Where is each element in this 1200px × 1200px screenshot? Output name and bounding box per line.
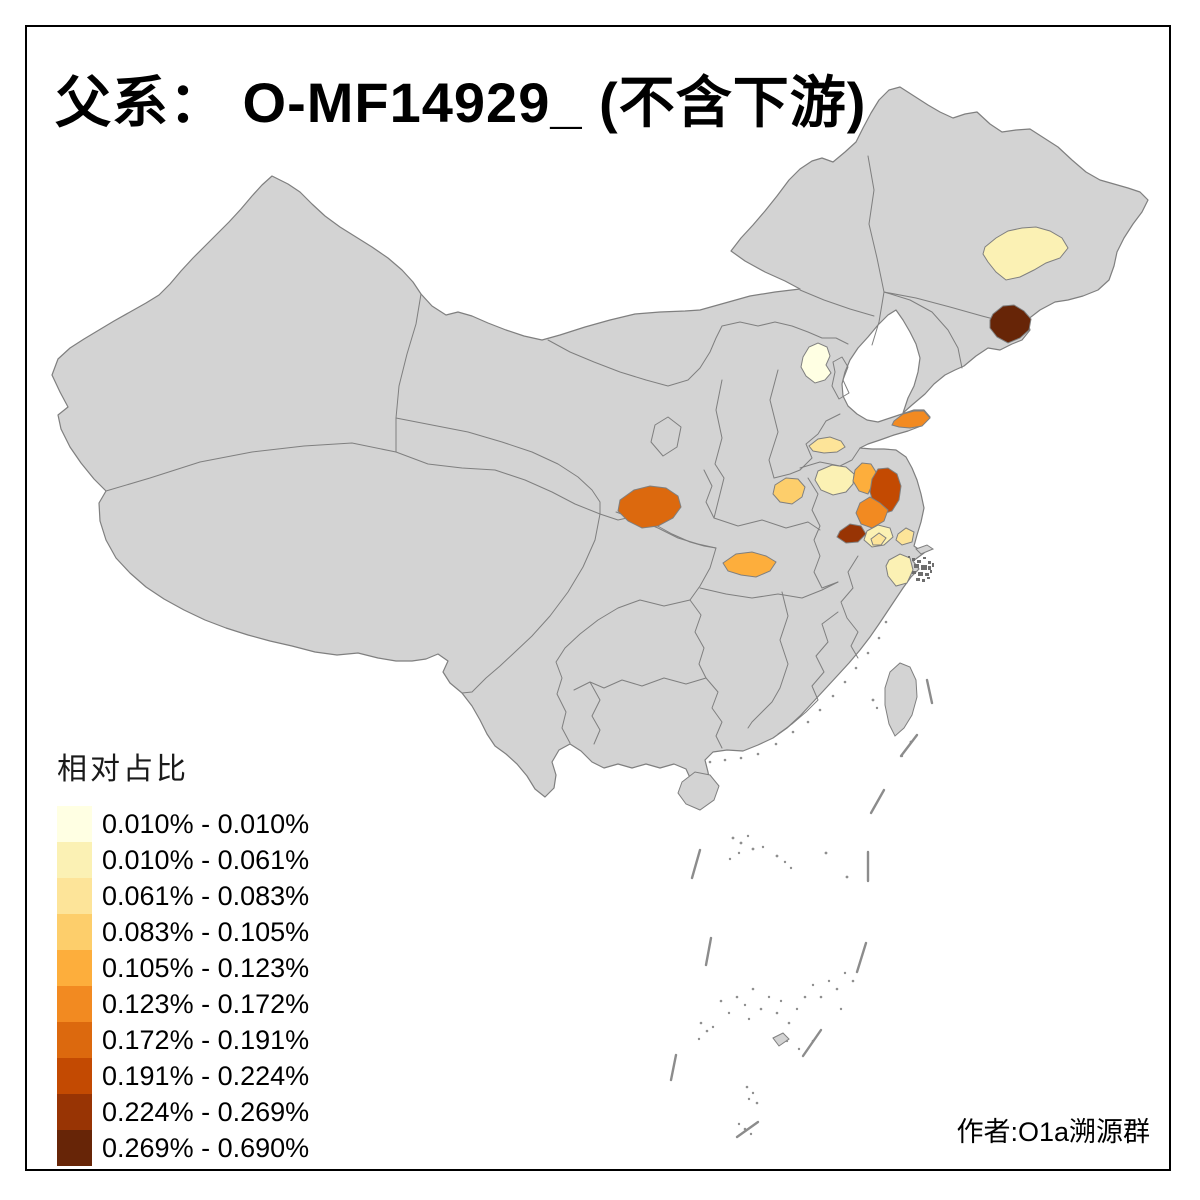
attribution-text: 作者:O1a溯源群 — [956, 1117, 1150, 1147]
zhoushan-archipelago — [908, 556, 934, 582]
legend-row: 0.010% - 0.061% — [57, 842, 309, 878]
legend-swatch-8 — [57, 1058, 92, 1094]
china-mainland-shape — [51, 86, 1149, 806]
legend-title: 相对占比 — [57, 753, 189, 786]
region-south-shaanxi — [617, 485, 682, 529]
legend-swatch-5 — [57, 950, 92, 986]
province-borders — [105, 155, 1029, 749]
legend-row: 0.172% - 0.191% — [57, 1022, 309, 1058]
legend-row: 0.061% - 0.083% — [57, 878, 309, 914]
legend-swatch-6 — [57, 986, 92, 1022]
taiwan-island — [884, 662, 918, 737]
region-southwest-shandong — [814, 464, 855, 496]
legend-label: 0.061% - 0.083% — [102, 880, 310, 911]
legend-label: 0.010% - 0.061% — [102, 844, 310, 875]
legend-label: 0.123% - 0.172% — [102, 988, 310, 1019]
region-henan — [772, 477, 806, 505]
region-northeast-dark — [989, 304, 1032, 344]
legend-row: 0.010% - 0.010% — [57, 806, 309, 842]
legend-label: 0.269% - 0.690% — [102, 1132, 310, 1163]
legend-swatch-9 — [57, 1094, 92, 1130]
region-beijing — [800, 342, 832, 384]
legend-row: 0.105% - 0.123% — [57, 950, 309, 986]
legend-row: 0.269% - 0.690% — [57, 1130, 309, 1166]
nine-dash-line — [669, 678, 934, 1139]
region-suzhou-area — [895, 527, 915, 546]
legend-row: 0.123% - 0.172% — [57, 986, 309, 1022]
legend-swatch-10 — [57, 1130, 92, 1166]
legend-swatch-1 — [57, 806, 92, 842]
region-chongqing-hubei — [722, 551, 777, 578]
region-north-zhejiang — [885, 553, 914, 587]
hainan-island — [677, 771, 720, 811]
region-nanjing-area — [836, 523, 867, 544]
legend-swatch-2 — [57, 842, 92, 878]
legend-row: 0.083% - 0.105% — [57, 914, 309, 950]
legend-label: 0.191% - 0.224% — [102, 1060, 310, 1091]
legend: 相对占比 0.010% - 0.010% 0.010% - 0.061% 0.061… — [57, 744, 309, 1166]
islands — [677, 544, 935, 1047]
legend-label: 0.105% - 0.123% — [102, 952, 310, 983]
chongming-island — [915, 544, 935, 555]
region-heilongjiang-central — [982, 226, 1069, 281]
legend-swatch-4 — [57, 914, 92, 950]
legend-rows: 0.010% - 0.010% 0.010% - 0.061% 0.061% - 0… — [57, 806, 309, 1166]
legend-swatch-3 — [57, 878, 92, 914]
region-shandong-peninsula — [891, 410, 931, 429]
nansha-islet — [772, 1032, 790, 1047]
south-china-sea-islands — [697, 834, 855, 1136]
region-west-shandong — [808, 436, 846, 454]
colored-regions-layer — [617, 226, 1069, 587]
legend-label: 0.083% - 0.105% — [102, 916, 310, 947]
legend-label: 0.172% - 0.191% — [102, 1024, 310, 1055]
legend-swatch-7 — [57, 1022, 92, 1058]
legend-row: 0.224% - 0.269% — [57, 1094, 309, 1130]
region-south-jiangsu-yellow — [870, 532, 887, 546]
legend-label: 0.010% - 0.010% — [102, 808, 310, 839]
region-mid-jiangsu — [855, 496, 889, 529]
legend-row: 0.191% - 0.224% — [57, 1058, 309, 1094]
page-title: 父系： O-MF14929_ (不含下游) — [55, 71, 867, 134]
legend-label: 0.224% - 0.269% — [102, 1096, 310, 1127]
